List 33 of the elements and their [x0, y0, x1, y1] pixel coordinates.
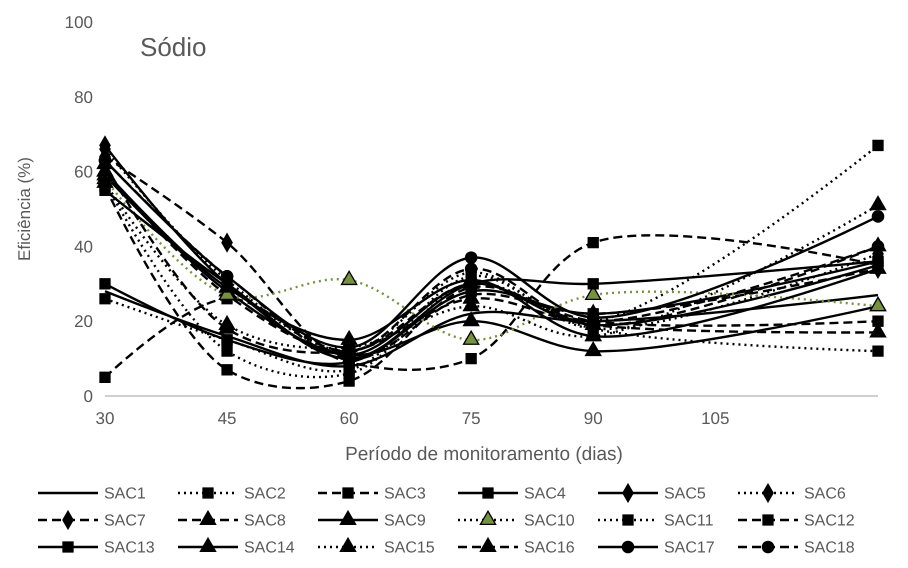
y-tick-label: 40	[74, 237, 93, 256]
chart-title: Sódio	[140, 32, 206, 62]
legend-label: SAC15	[384, 540, 435, 557]
legend-label: SAC13	[104, 540, 155, 557]
legend-label: SAC2	[244, 486, 286, 503]
y-tick-label: 20	[74, 312, 93, 332]
legend-label: SAC3	[384, 486, 426, 503]
legend-label: SAC6	[804, 486, 846, 503]
legend-label: SAC16	[524, 540, 575, 557]
y-tick-label: 80	[74, 88, 93, 107]
x-tick-label: 60	[340, 409, 359, 428]
x-tick-label: 75	[462, 409, 481, 428]
legend-label: SAC4	[524, 486, 566, 503]
y-tick-label: 100	[64, 12, 93, 32]
x-tick-label: 45	[218, 409, 237, 428]
x-axis-title: Período de monitoramento (dias)	[345, 444, 623, 465]
legend-label: SAC1	[104, 486, 146, 503]
x-tick-label: 90	[584, 409, 603, 428]
x-tick-label: 105	[701, 409, 730, 428]
y-axis-title: Eficiência (%)	[15, 157, 34, 261]
legend-label: SAC9	[384, 512, 426, 530]
legend-label: SAC12	[804, 512, 855, 530]
legend-label: SAC14	[244, 540, 295, 557]
legend-label: SAC18	[804, 540, 855, 557]
legend-label: SAC11	[664, 512, 714, 530]
legend-label: SAC17	[664, 540, 715, 557]
legend-label: SAC10	[524, 512, 575, 530]
y-tick-label: 60	[74, 162, 93, 182]
x-tick-label: 30	[96, 409, 114, 428]
y-tick-label: 0	[84, 386, 93, 406]
legend-label: SAC5	[664, 486, 706, 503]
legend-label: SAC8	[244, 512, 286, 530]
legend-label: SAC7	[104, 512, 146, 530]
